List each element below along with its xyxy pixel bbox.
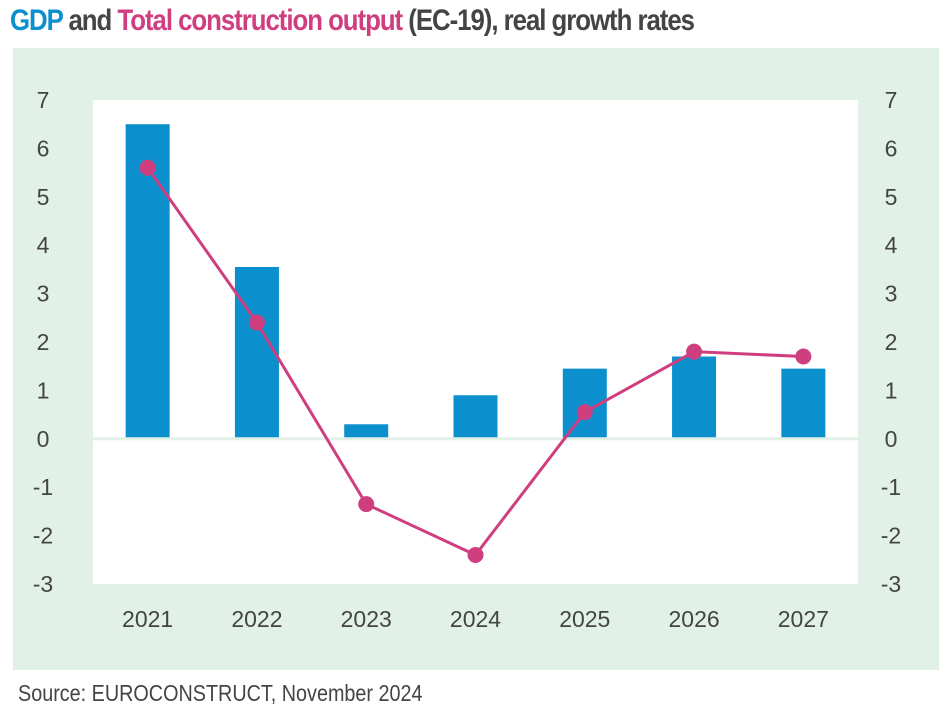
y-tick-right: 1 bbox=[885, 377, 898, 403]
y-tick-left: 6 bbox=[37, 135, 50, 161]
point-construction-2026 bbox=[686, 343, 703, 360]
x-tick-2023: 2023 bbox=[341, 606, 392, 632]
bar-gdp-2024 bbox=[453, 395, 498, 439]
y-tick-left: 4 bbox=[37, 232, 50, 258]
x-tick-2025: 2025 bbox=[559, 606, 610, 632]
y-tick-left: 1 bbox=[37, 377, 50, 403]
source-note: Source: EUROCONSTRUCT, November 2024 bbox=[18, 680, 423, 706]
y-tick-left: 3 bbox=[37, 281, 50, 307]
y-tick-left: 5 bbox=[37, 184, 50, 210]
x-tick-2022: 2022 bbox=[231, 606, 282, 632]
y-tick-left: -2 bbox=[33, 523, 53, 549]
bar-gdp-2023 bbox=[344, 424, 389, 439]
y-tick-left: 2 bbox=[37, 329, 50, 355]
point-construction-2027 bbox=[795, 348, 812, 365]
point-construction-2023 bbox=[358, 496, 375, 513]
bar-gdp-2027 bbox=[781, 368, 826, 439]
title-gdp: GDP bbox=[10, 4, 63, 37]
point-construction-2025 bbox=[576, 404, 593, 421]
x-tick-2027: 2027 bbox=[778, 606, 829, 632]
bar-gdp-2021 bbox=[125, 124, 170, 439]
y-tick-left: -3 bbox=[33, 571, 53, 597]
y-tick-left: 7 bbox=[37, 87, 50, 113]
title-construction: Total construction output bbox=[117, 4, 403, 37]
y-tick-right: 4 bbox=[885, 232, 898, 258]
y-tick-right: 7 bbox=[885, 87, 898, 113]
chart-title: GDP and Total construction output (EC-19… bbox=[10, 4, 695, 38]
y-tick-right: -2 bbox=[881, 523, 901, 549]
y-tick-left: -1 bbox=[33, 474, 53, 500]
bar-gdp-2022 bbox=[234, 266, 279, 439]
y-tick-right: 6 bbox=[885, 135, 898, 161]
x-tick-2026: 2026 bbox=[668, 606, 719, 632]
bar-gdp-2026 bbox=[672, 356, 717, 439]
y-tick-right: 3 bbox=[885, 281, 898, 307]
x-tick-2021: 2021 bbox=[122, 606, 173, 632]
y-tick-right: 5 bbox=[885, 184, 898, 210]
title-rest: (EC-19), real growth rates bbox=[402, 4, 695, 37]
title-and: and bbox=[62, 4, 118, 37]
plot-area bbox=[93, 100, 858, 584]
y-tick-right: 0 bbox=[885, 426, 898, 452]
y-tick-right: -3 bbox=[881, 571, 901, 597]
point-construction-2021 bbox=[139, 159, 156, 176]
point-construction-2022 bbox=[248, 314, 265, 331]
point-construction-2024 bbox=[467, 546, 484, 563]
y-tick-right: 2 bbox=[885, 329, 898, 355]
y-tick-left: 0 bbox=[37, 426, 50, 452]
y-tick-right: -1 bbox=[881, 474, 901, 500]
x-tick-2024: 2024 bbox=[450, 606, 501, 632]
